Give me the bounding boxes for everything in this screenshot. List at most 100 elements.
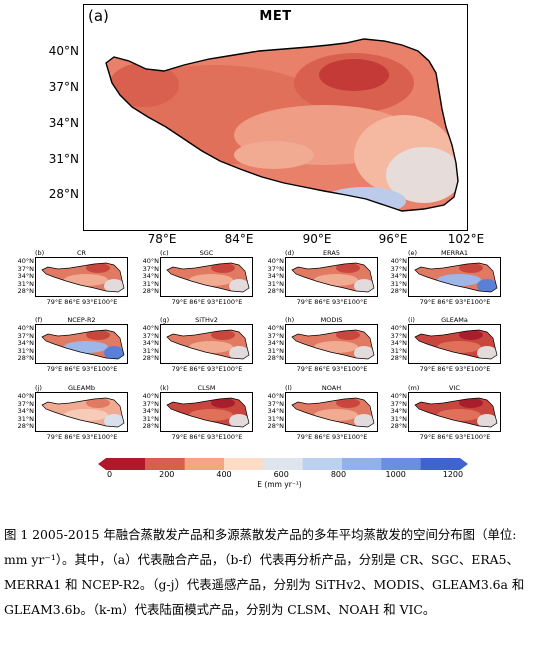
small-ytick: 34°N <box>142 407 159 416</box>
small-map-frame <box>285 257 378 297</box>
figure: (a) MET 40°N 37°N 34°N 31°N 28°N 78°E 84… <box>7 4 502 489</box>
colorbar-segment <box>420 458 468 470</box>
small-ytick: 34°N <box>17 339 34 348</box>
caption-line-2: mm yr⁻¹）。其中，（a）代表融合产品，（b-f）代表再分析产品，分别是 C… <box>4 552 519 567</box>
small-map-frame <box>160 392 253 432</box>
small-ytick: 34°N <box>267 272 284 281</box>
small-ytick: 37°N <box>390 399 407 408</box>
colorbar-label: E (mm yr⁻¹) <box>257 480 302 489</box>
small-panel-xticks: 79°E 86°E 93°E100°E <box>171 298 243 306</box>
small-panel-yticks: 40°N 37°N 34°N 31°N 28°N <box>380 324 407 363</box>
small-panel-yticks: 40°N 37°N 34°N 31°N 28°N <box>132 257 159 296</box>
small-ytick: 37°N <box>142 331 159 340</box>
small-ytick: 37°N <box>17 264 34 273</box>
small-ytick: 31°N <box>142 279 159 288</box>
main-map-panel: (a) MET <box>83 4 468 231</box>
small-ytick: 40°N <box>17 257 34 265</box>
small-map <box>291 262 375 293</box>
colorbar-segment <box>302 458 343 470</box>
small-ytick: 34°N <box>142 339 159 348</box>
small-ytick: 37°N <box>17 399 34 408</box>
main-ytick-28: 28°N <box>48 187 79 201</box>
small-panel-xticks: 79°E 86°E 93°E100°E <box>296 298 368 306</box>
main-xtick-78: 78°E <box>147 232 177 246</box>
small-ytick: 40°N <box>390 324 407 332</box>
colorbar-tick-label: 800 <box>330 470 347 479</box>
small-panel-yticks: 40°N 37°N 34°N 31°N 28°N <box>257 257 284 296</box>
small-panel-label: (i) <box>408 316 415 324</box>
small-panel-gleamb: (j) GLEAMb 40°N 37°N 34°N 31°N 28°N 79°E 86°E 9… <box>7 384 129 442</box>
small-panel-xticks: 79°E 86°E 93°E100°E <box>46 298 118 306</box>
main-ytick-37: 37°N <box>48 80 79 94</box>
small-panel-yticks: 40°N 37°N 34°N 31°N 28°N <box>7 324 34 363</box>
small-panel-cr: (b) CR 40°N 37°N 34°N 31°N 28°N 79°E 86°E 93°E1… <box>7 249 129 307</box>
colorbar-segment <box>224 458 264 470</box>
small-panel-title: CR <box>76 249 87 257</box>
small-map <box>41 397 125 428</box>
caption-line-1: 图 1 2005-2015 年融合蒸散发产品和多源蒸散发产品的多年平均蒸散发的空… <box>4 527 517 542</box>
small-ytick: 28°N <box>17 422 34 431</box>
small-panel-sgc: (c) SGC 40°N 37°N 34°N 31°N 28°N 79°E 86°E 93°E… <box>132 249 254 307</box>
small-ytick: 28°N <box>142 422 159 431</box>
small-panel-label: (e) <box>408 249 418 257</box>
small-panel-label: (k) <box>160 384 169 392</box>
small-map <box>166 262 250 293</box>
colorbar-tick-label: 400 <box>216 470 232 479</box>
small-map <box>41 329 125 360</box>
colorbar-tick-label: 1200 <box>442 470 464 479</box>
small-panel-vic: (m) VIC 40°N 37°N 34°N 31°N 28°N 79°E 86°E 93°E… <box>380 384 502 442</box>
small-ytick: 28°N <box>267 354 284 363</box>
small-panel-xticks: 79°E 86°E 93°E100°E <box>46 365 118 373</box>
colorbar-segment <box>263 458 304 470</box>
small-ytick: 28°N <box>17 354 34 363</box>
small-ytick: 37°N <box>267 331 284 340</box>
small-ytick: 37°N <box>17 331 34 340</box>
small-ytick: 40°N <box>267 392 284 400</box>
small-ytick: 31°N <box>17 414 34 423</box>
small-panel-yticks: 40°N 37°N 34°N 31°N 28°N <box>257 392 284 431</box>
small-panel-yticks: 40°N 37°N 34°N 31°N 28°N <box>380 392 407 431</box>
small-panel-title: GLEAMa <box>441 316 468 324</box>
small-ytick: 31°N <box>142 414 159 423</box>
small-ytick: 40°N <box>390 392 407 400</box>
small-ytick: 40°N <box>267 257 284 265</box>
small-map-frame <box>408 257 501 297</box>
small-ytick: 28°N <box>142 354 159 363</box>
small-panel-xticks: 79°E 86°E 93°E100°E <box>419 433 491 441</box>
small-ytick: 37°N <box>390 264 407 273</box>
small-ytick: 31°N <box>390 279 407 288</box>
small-map-frame <box>35 392 128 432</box>
colorbar-tick-label: 0 <box>106 470 113 479</box>
main-ytick-31: 31°N <box>48 152 79 166</box>
small-ytick: 34°N <box>390 339 407 348</box>
small-ytick: 37°N <box>142 264 159 273</box>
main-map <box>105 38 459 212</box>
small-panel-title: GLEAMb <box>68 384 95 392</box>
small-map-frame <box>160 324 253 364</box>
small-panel-xticks: 79°E 86°E 93°E100°E <box>296 433 368 441</box>
colorbar-tick-label: 600 <box>273 470 289 479</box>
small-map <box>291 397 375 428</box>
small-ytick: 40°N <box>142 392 159 400</box>
small-ytick: 28°N <box>142 287 159 296</box>
small-panel-yticks: 40°N 37°N 34°N 31°N 28°N <box>257 324 284 363</box>
small-map <box>166 397 250 428</box>
small-panel-label: (j) <box>35 384 42 392</box>
panel-title-met: MET <box>259 9 292 24</box>
main-xtick-84: 84°E <box>224 232 254 246</box>
small-ytick: 28°N <box>17 287 34 296</box>
colorbar-segment <box>381 458 422 470</box>
main-ytick-40: 40°N <box>48 44 79 58</box>
small-map <box>414 397 498 428</box>
small-panel-title: ERA5 <box>323 249 340 257</box>
small-panel-label: (c) <box>160 249 169 257</box>
panel-label-a: (a) <box>88 7 109 25</box>
small-panel-merra1: (e) MERRA1 40°N 37°N 34°N 31°N 28°N 79°E 86°E 9… <box>380 249 502 307</box>
small-ytick: 31°N <box>390 414 407 423</box>
small-ytick: 31°N <box>142 346 159 355</box>
small-panel-title: NOAH <box>321 384 342 392</box>
colorbar-tick-label: 200 <box>159 470 175 479</box>
small-map <box>41 262 125 293</box>
small-panel-clsm: (k) CLSM 40°N 37°N 34°N 31°N 28°N 79°E 86°E 93°… <box>132 384 254 442</box>
small-panel-modis: (h) MODIS 40°N 37°N 34°N 31°N 28°N 79°E 86°E 93… <box>257 316 379 374</box>
